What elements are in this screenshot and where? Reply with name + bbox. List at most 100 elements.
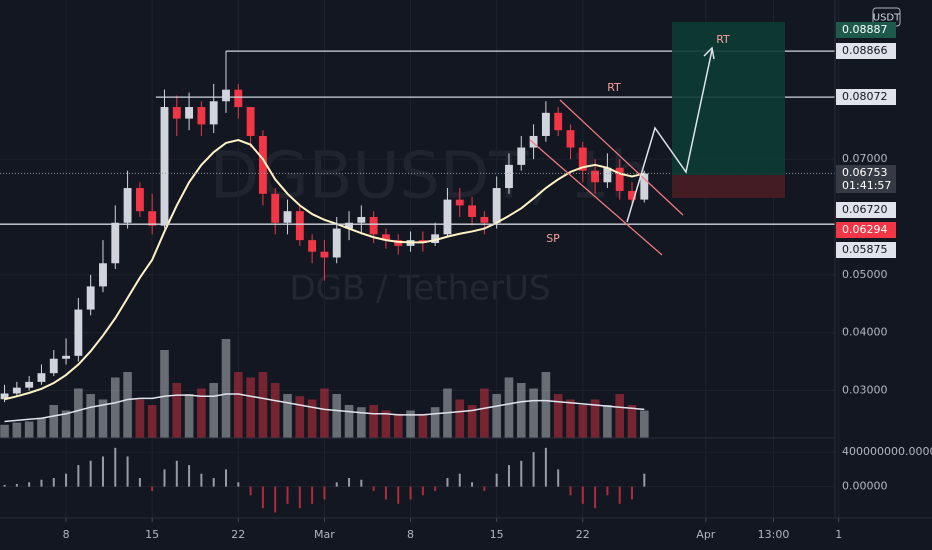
- candle-body: [0, 393, 9, 400]
- osc-bar: [520, 460, 523, 487]
- volume-bar: [295, 396, 305, 438]
- volume-bar: [24, 421, 34, 438]
- currency-label[interactable]: USDT: [873, 13, 901, 24]
- osc-bar: [274, 486, 277, 513]
- candle-body: [541, 112, 550, 136]
- candle-body: [37, 373, 46, 382]
- volume-bar: [492, 394, 501, 438]
- price-label-bg: [836, 22, 896, 38]
- x-tick-label: Mar: [314, 528, 335, 541]
- volume-bar: [61, 410, 71, 438]
- candle-body: [86, 286, 95, 310]
- price-label-bg: [836, 165, 896, 193]
- osc-bar: [200, 473, 203, 487]
- osc-bar: [163, 469, 166, 487]
- osc-bar: [495, 473, 498, 487]
- candle-body: [185, 107, 194, 119]
- candle-body: [345, 222, 353, 229]
- volume-ma-line: [4, 393, 645, 423]
- volume-bar: [504, 377, 514, 438]
- y-tick-label: 0.03000: [842, 384, 888, 397]
- candle-body: [246, 107, 255, 136]
- volume-bar: [209, 383, 219, 438]
- candle-body: [332, 228, 341, 258]
- volume-bar: [578, 405, 588, 438]
- x-tick-label: 15: [145, 528, 159, 541]
- osc-bar: [397, 486, 400, 504]
- volume-bar: [430, 407, 440, 438]
- annotation: RT: [607, 81, 621, 94]
- y-tick-label: 0.04000: [842, 326, 888, 339]
- volume-bar: [332, 394, 342, 438]
- osc-bar: [471, 482, 474, 487]
- volume-bar: [270, 383, 280, 438]
- volume-bar: [283, 394, 292, 438]
- annotation: SP: [546, 232, 560, 245]
- volume-bar: [258, 372, 268, 438]
- candle-body: [49, 358, 58, 374]
- candle-body: [480, 216, 489, 223]
- osc-bar: [409, 486, 412, 500]
- osc-bar: [126, 456, 129, 487]
- countdown-label: 01:41:57: [842, 179, 891, 192]
- candle-body: [320, 251, 329, 258]
- price-label: 0.05875: [842, 243, 888, 256]
- volume-bar: [603, 405, 612, 438]
- volume-bar: [172, 383, 182, 438]
- osc-bar: [89, 460, 92, 487]
- osc-bar: [458, 473, 461, 487]
- osc-bar: [569, 486, 572, 496]
- candle-body: [468, 205, 477, 217]
- candle-body: [222, 89, 230, 102]
- osc-bar: [138, 478, 141, 487]
- volume-bar: [393, 413, 403, 438]
- osc-bar: [606, 486, 609, 496]
- osc-bar: [101, 456, 104, 487]
- price-label-bg: [836, 202, 896, 218]
- candle-body: [517, 147, 526, 165]
- osc-bar: [40, 479, 43, 487]
- candle-body: [197, 107, 206, 125]
- candle-body: [258, 135, 267, 194]
- candle-body: [628, 190, 636, 200]
- price-label-bg: [836, 43, 896, 59]
- volume-bar: [590, 399, 600, 438]
- y-tick-label: 0.07000: [842, 152, 888, 165]
- volume-bar: [627, 405, 637, 438]
- candle-body: [283, 211, 292, 223]
- osc-tick-label: 400000000.00000: [842, 445, 932, 458]
- volume-bar: [74, 388, 83, 438]
- volume-bar: [467, 405, 477, 438]
- osc-bar: [446, 478, 449, 487]
- osc-bar: [298, 486, 301, 509]
- osc-bar: [544, 447, 547, 487]
- candle-body: [172, 107, 181, 119]
- osc-bar: [618, 486, 621, 504]
- osc-bar: [581, 486, 584, 504]
- osc-bar: [507, 465, 510, 487]
- osc-bar: [335, 482, 338, 487]
- osc-tick-label: 0.00000: [842, 480, 888, 493]
- candle-body: [74, 309, 83, 356]
- osc-bar: [372, 486, 375, 491]
- volume-bar: [37, 418, 46, 438]
- volume-bar: [369, 405, 378, 438]
- volume-bar: [49, 405, 59, 438]
- annotation: RT: [716, 33, 730, 46]
- osc-bar: [114, 447, 117, 487]
- x-tick-label: 8: [407, 528, 414, 541]
- x-tick-label: 15: [490, 528, 504, 541]
- osc-bar: [360, 479, 363, 487]
- candle-body: [382, 234, 390, 241]
- volume-bar: [553, 394, 563, 438]
- osc-bar: [212, 478, 215, 487]
- osc-bar: [434, 486, 437, 491]
- channel-upper: [559, 99, 684, 216]
- volume-bar: [344, 405, 354, 438]
- candle-body: [160, 107, 169, 226]
- candle-body: [62, 355, 71, 359]
- x-tick-label: 22: [576, 528, 590, 541]
- osc-bar: [175, 460, 178, 487]
- volume-bar: [418, 413, 428, 438]
